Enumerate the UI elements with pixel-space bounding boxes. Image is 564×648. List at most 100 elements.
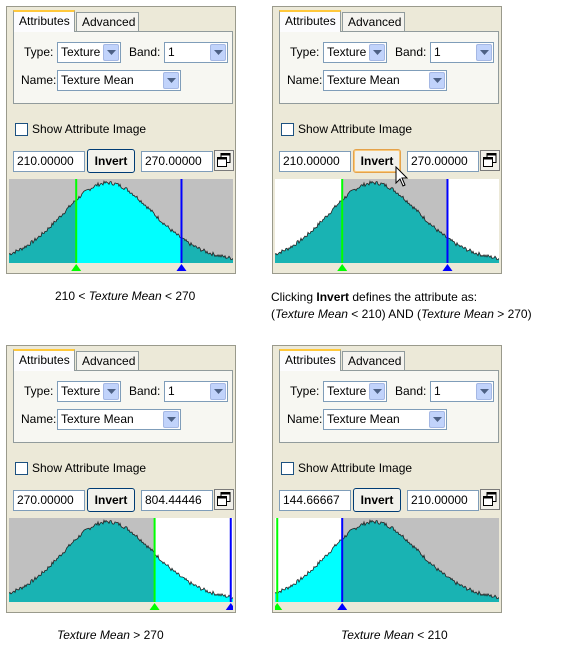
type-select[interactable]: Texture [57, 381, 121, 402]
tab-advanced[interactable]: Advanced [342, 351, 405, 370]
histogram-window-button[interactable] [480, 489, 500, 510]
histogram-window-button[interactable] [214, 489, 234, 510]
band-select[interactable]: 1 [430, 42, 494, 63]
dropdown-arrow-icon[interactable] [369, 383, 385, 400]
dropdown-arrow-icon[interactable] [429, 72, 445, 89]
low-threshold-input[interactable]: 210.00000 [13, 151, 85, 172]
dropdown-arrow-icon[interactable] [210, 44, 226, 61]
caption-2: Clicking Invert defines the attribute as… [271, 289, 532, 323]
low-threshold-marker-icon[interactable] [150, 603, 160, 610]
low-threshold-marker-icon[interactable] [275, 603, 282, 610]
windows-icon [217, 153, 231, 168]
dropdown-arrow-icon[interactable] [163, 411, 179, 428]
low-threshold-input[interactable]: 144.66667 [279, 490, 351, 511]
type-select[interactable]: Texture [323, 42, 387, 63]
dropdown-arrow-icon[interactable] [210, 383, 226, 400]
type-value: Texture [61, 384, 100, 398]
low-threshold-marker-icon[interactable] [71, 264, 81, 271]
band-value: 1 [434, 384, 441, 398]
show-attribute-image-checkbox[interactable] [15, 462, 28, 475]
name-label: Name: [287, 73, 322, 87]
histogram [9, 179, 233, 271]
attribute-group: Type: Texture Band: 1 Name: Texture Mean [13, 31, 233, 104]
invert-button[interactable]: Invert [353, 149, 401, 173]
caption-3: Texture Mean > 270 [57, 628, 164, 642]
histogram [275, 179, 499, 271]
windows-icon [483, 492, 497, 507]
tab-advanced[interactable]: Advanced [76, 12, 139, 31]
low-threshold-input[interactable]: 270.00000 [13, 490, 85, 511]
invert-button[interactable]: Invert [87, 488, 135, 512]
tab-attributes[interactable]: Attributes [13, 349, 75, 371]
high-threshold-input[interactable]: 804.44446 [141, 490, 213, 511]
high-threshold-input[interactable]: 270.00000 [407, 151, 479, 172]
band-select[interactable]: 1 [164, 381, 228, 402]
high-threshold-marker-icon[interactable] [337, 603, 347, 610]
name-select[interactable]: Texture Mean [57, 409, 181, 430]
type-label: Type: [290, 45, 319, 59]
dropdown-arrow-icon[interactable] [103, 383, 119, 400]
name-label: Name: [21, 412, 56, 426]
attribute-panel: Attributes Advanced Type: Texture Band: … [272, 6, 502, 274]
show-attribute-image-checkbox[interactable] [281, 123, 294, 136]
name-value: Texture Mean [327, 73, 400, 87]
show-attribute-image-checkbox[interactable] [15, 123, 28, 136]
band-value: 1 [168, 45, 175, 59]
high-threshold-input[interactable]: 270.00000 [141, 151, 213, 172]
caption-1: 210 < Texture Mean < 270 [55, 289, 195, 303]
histogram-window-button[interactable] [480, 150, 500, 171]
name-select[interactable]: Texture Mean [57, 70, 181, 91]
tab-advanced[interactable]: Advanced [342, 12, 405, 31]
dropdown-arrow-icon[interactable] [103, 44, 119, 61]
type-select[interactable]: Texture [323, 381, 387, 402]
type-label: Type: [290, 384, 319, 398]
band-select[interactable]: 1 [430, 381, 494, 402]
show-attribute-image-label: Show Attribute Image [298, 461, 412, 475]
attribute-group: Type: Texture Band: 1 Name: Texture Mean [279, 370, 499, 443]
dropdown-arrow-icon[interactable] [476, 383, 492, 400]
high-threshold-marker-icon[interactable] [226, 603, 233, 610]
high-threshold-marker-icon[interactable] [442, 264, 452, 271]
low-threshold-marker-icon[interactable] [337, 264, 347, 271]
caption-4: Texture Mean < 210 [341, 628, 448, 642]
name-label: Name: [287, 412, 322, 426]
type-label: Type: [24, 384, 53, 398]
band-label: Band: [129, 384, 160, 398]
low-threshold-input[interactable]: 210.00000 [279, 151, 351, 172]
invert-button[interactable]: Invert [353, 488, 401, 512]
type-select[interactable]: Texture [57, 42, 121, 63]
type-value: Texture [327, 384, 366, 398]
type-value: Texture [61, 45, 100, 59]
tab-attributes[interactable]: Attributes [279, 10, 341, 32]
show-attribute-image-checkbox[interactable] [281, 462, 294, 475]
histogram [9, 518, 233, 610]
type-label: Type: [24, 45, 53, 59]
tab-attributes[interactable]: Attributes [279, 349, 341, 371]
dropdown-arrow-icon[interactable] [476, 44, 492, 61]
show-attribute-image-label: Show Attribute Image [298, 122, 412, 136]
name-value: Texture Mean [61, 412, 134, 426]
attribute-panel: Attributes Advanced Type: Texture Band: … [6, 6, 236, 274]
name-select[interactable]: Texture Mean [323, 70, 447, 91]
invert-button[interactable]: Invert [87, 149, 135, 173]
name-label: Name: [21, 73, 56, 87]
high-threshold-marker-icon[interactable] [176, 264, 186, 271]
attribute-group: Type: Texture Band: 1 Name: Texture Mean [279, 31, 499, 104]
tab-advanced[interactable]: Advanced [76, 351, 139, 370]
show-attribute-image-label: Show Attribute Image [32, 461, 146, 475]
name-value: Texture Mean [327, 412, 400, 426]
name-select[interactable]: Texture Mean [323, 409, 447, 430]
band-select[interactable]: 1 [164, 42, 228, 63]
dropdown-arrow-icon[interactable] [429, 411, 445, 428]
attribute-panel: Attributes Advanced Type: Texture Band: … [272, 345, 502, 613]
dropdown-arrow-icon[interactable] [369, 44, 385, 61]
high-threshold-input[interactable]: 210.00000 [407, 490, 479, 511]
dropdown-arrow-icon[interactable] [163, 72, 179, 89]
windows-icon [217, 492, 231, 507]
show-attribute-image-label: Show Attribute Image [32, 122, 146, 136]
histogram-window-button[interactable] [214, 150, 234, 171]
windows-icon [483, 153, 497, 168]
tab-attributes[interactable]: Attributes [13, 10, 75, 32]
attribute-panel: Attributes Advanced Type: Texture Band: … [6, 345, 236, 613]
type-value: Texture [327, 45, 366, 59]
